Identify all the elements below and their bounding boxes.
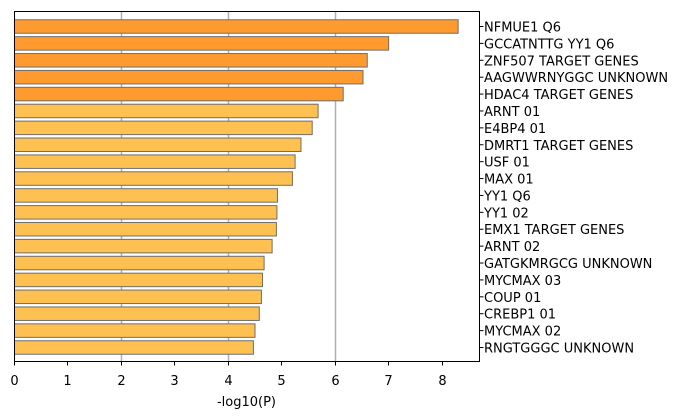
category-label-2: GCCATNTTG YY1 Q6 [484,37,614,52]
category-label-12: YY1 02 [483,206,529,221]
x-tick-label-1: 1 [63,374,71,389]
bar-2 [14,36,390,51]
bar-17 [14,289,262,305]
x-tick-label-4: 4 [224,374,232,389]
bar-1 [14,19,459,34]
category-label-4: AAGWWRNYGGC UNKNOWN [484,71,668,86]
category-label-7: E4BP4 01 [484,122,546,137]
x-tick-label-8: 8 [438,374,446,389]
category-label-10: MAX 01 [484,173,534,188]
category-label-5: HDAC4 TARGET GENES [484,88,633,103]
x-tick-label-2: 2 [117,374,125,389]
category-label-13: EMX1 TARGET GENES [484,223,624,238]
bar-10 [14,171,293,186]
bar-14 [14,238,273,254]
bar-5 [14,86,344,102]
bar-9 [14,154,296,169]
category-label-11: YY1 Q6 [483,189,531,204]
category-label-9: USF 01 [484,156,530,171]
bar-18 [14,306,260,321]
bar-15 [14,255,265,271]
bar-3 [14,53,368,68]
bar-4 [14,69,364,85]
bar-19 [14,323,256,338]
category-label-14: ARNT 02 [484,240,540,255]
category-label-8: DMRT1 TARGET GENES [484,139,633,154]
plot-frame [14,11,480,362]
category-label-16: MYCMAX 03 [484,274,561,289]
x-axis: 0 1 2 3 4 5 6 7 8 [10,361,447,389]
x-tick-label-5: 5 [277,374,285,389]
x-tick-label-3: 3 [170,374,178,389]
category-label-17: COUP 01 [484,291,541,306]
category-label-15: GATGKMRGCG UNKNOWN [484,257,652,272]
bars [14,19,459,355]
bar-11 [14,188,278,203]
x-axis-title: -log10(P) [217,395,276,410]
bar-12 [14,205,278,220]
category-label-6: ARNT 01 [484,105,540,120]
bar-7 [14,120,313,136]
x-tick-label-6: 6 [331,374,339,389]
category-label-3: ZNF507 TARGET GENES [484,54,639,69]
bar-13 [14,221,277,237]
x-tick-label-0: 0 [10,374,18,389]
bar-20 [14,340,254,355]
bar-16 [14,272,263,288]
category-label-18: CREBP1 01 [484,308,556,323]
bar-6 [14,103,319,119]
x-tick-label-7: 7 [384,374,392,389]
category-label-1: NFMUE1 Q6 [484,21,561,36]
category-label-19: MYCMAX 02 [484,325,561,340]
category-label-20: RNGTGGGC UNKNOWN [484,342,634,357]
bar-8 [14,137,302,153]
